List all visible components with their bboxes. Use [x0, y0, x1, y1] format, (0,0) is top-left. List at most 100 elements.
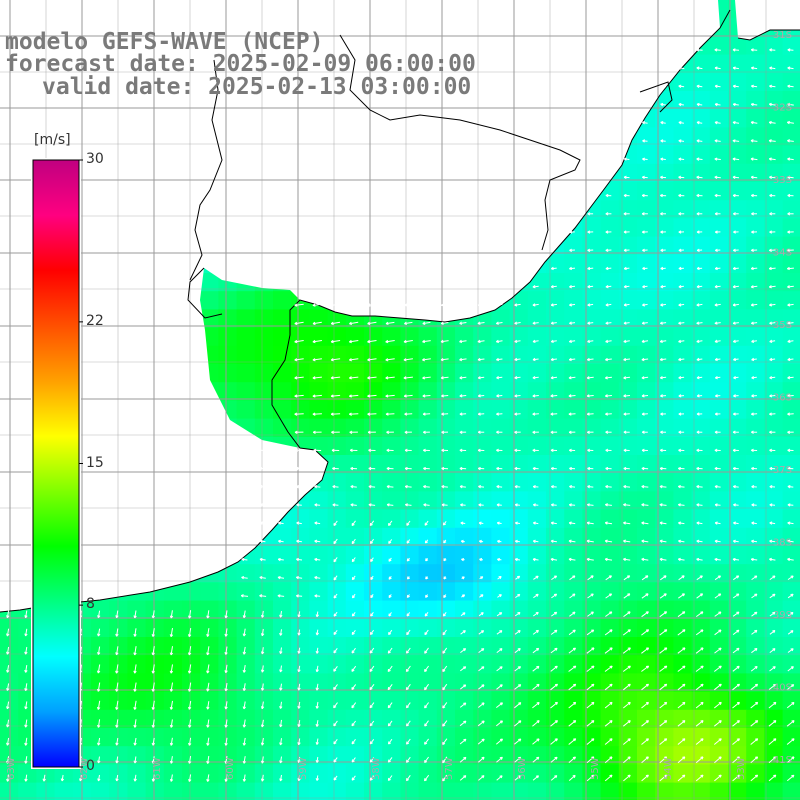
wind-arrow — [279, 738, 283, 746]
wind-speed-cell — [709, 254, 729, 274]
wind-speed-cell — [691, 145, 711, 165]
wind-speed-cell — [182, 746, 201, 765]
wind-arrow — [623, 430, 630, 434]
wind-speed-cell — [764, 618, 784, 638]
wind-arrow — [641, 339, 649, 343]
wind-speed-cell — [509, 782, 529, 800]
wind-arrow — [495, 738, 503, 745]
wind-speed-cell — [564, 400, 583, 420]
wind-speed-cell — [382, 782, 401, 800]
wind-arrow — [259, 594, 267, 598]
wind-speed-cell — [400, 673, 420, 693]
wind-arrow — [622, 738, 631, 745]
wind-speed-cell — [564, 236, 583, 256]
wind-speed-cell — [364, 364, 383, 383]
wind-arrow — [696, 230, 703, 234]
wind-arrow — [787, 230, 794, 234]
wind-speed-cell — [382, 436, 401, 456]
wind-arrow — [787, 248, 794, 252]
wind-arrow — [696, 139, 703, 143]
wind-arrow — [240, 594, 249, 598]
wind-arrow — [385, 412, 395, 416]
wind-speed-cell — [673, 527, 693, 547]
wind-arrow — [733, 575, 740, 581]
wind-speed-cell — [600, 546, 620, 565]
wind-speed-cell — [91, 637, 110, 656]
wind-arrow — [550, 394, 558, 398]
wind-arrow — [696, 357, 703, 362]
wind-speed-cell — [709, 145, 729, 165]
wind-speed-cell — [309, 618, 329, 638]
wind-arrow — [496, 466, 503, 471]
wind-speed-cell — [655, 618, 674, 638]
wind-speed-cell — [709, 364, 729, 383]
wind-arrow — [550, 466, 557, 471]
wind-speed-cell — [364, 728, 383, 747]
wind-speed-cell — [764, 400, 784, 420]
wind-speed-cell — [455, 491, 474, 511]
wind-arrow — [133, 756, 137, 764]
wind-arrow — [605, 593, 613, 599]
wind-speed-cell — [163, 746, 183, 765]
wind-arrow — [333, 739, 338, 745]
wind-speed-cell — [273, 291, 292, 310]
wind-arrow — [569, 466, 576, 471]
wind-arrow — [750, 738, 759, 745]
wind-arrow — [312, 303, 322, 307]
wind-speed-cell — [764, 36, 784, 56]
wind-arrow — [97, 737, 101, 746]
wind-arrow — [641, 193, 648, 198]
wind-arrow — [696, 157, 703, 161]
wind-speed-cell — [582, 400, 602, 420]
wind-speed-cell — [655, 600, 674, 620]
wind-arrow — [641, 611, 649, 618]
wind-speed-cell — [491, 546, 511, 565]
wind-speed-cell — [309, 400, 329, 420]
wind-speed-cell — [327, 436, 347, 456]
wind-speed-cell — [327, 600, 347, 620]
wind-speed-cell — [709, 764, 729, 784]
wind-speed-cell — [254, 382, 274, 401]
wind-speed-cell — [127, 764, 147, 784]
wind-speed-cell — [691, 400, 711, 420]
wind-speed-cell — [691, 418, 711, 438]
wind-arrow — [388, 612, 392, 617]
wind-speed-cell — [673, 72, 693, 92]
wind-arrow — [659, 665, 668, 672]
wind-speed-cell — [527, 655, 547, 674]
wind-speed-cell — [382, 418, 401, 438]
wind-arrow — [696, 539, 703, 543]
wind-arrow — [423, 485, 430, 489]
wind-arrow — [442, 612, 447, 617]
wind-arrow — [514, 412, 521, 416]
wind-arrow — [297, 647, 301, 654]
wind-arrow — [459, 376, 467, 380]
wind-speed-cell — [746, 746, 765, 765]
wind-arrow — [623, 611, 631, 618]
wind-arrow — [659, 557, 667, 562]
wind-arrow — [569, 339, 576, 343]
wind-speed-cell — [564, 382, 583, 401]
wind-arrow — [769, 303, 776, 307]
wind-speed-cell — [582, 273, 602, 292]
wind-speed-cell — [91, 764, 110, 784]
wind-arrow — [405, 665, 411, 673]
wind-speed-cell — [564, 600, 583, 620]
wind-speed-cell — [546, 673, 565, 693]
wind-arrow — [403, 394, 413, 398]
wind-speed-cell — [673, 728, 693, 747]
wind-arrow — [206, 719, 210, 728]
wind-arrow — [622, 647, 631, 654]
wind-arrow — [151, 700, 155, 710]
wind-arrow — [605, 448, 612, 453]
lon-label: 53W — [736, 757, 747, 780]
wind-speed-cell — [564, 436, 583, 456]
wind-speed-cell — [546, 637, 565, 656]
wind-arrow — [568, 557, 576, 562]
wind-speed-cell — [436, 509, 456, 529]
wind-speed-cell — [673, 655, 693, 674]
wind-speed-cell — [709, 527, 729, 547]
wind-speed-cell — [655, 764, 674, 784]
wind-speed-cell — [273, 728, 292, 747]
